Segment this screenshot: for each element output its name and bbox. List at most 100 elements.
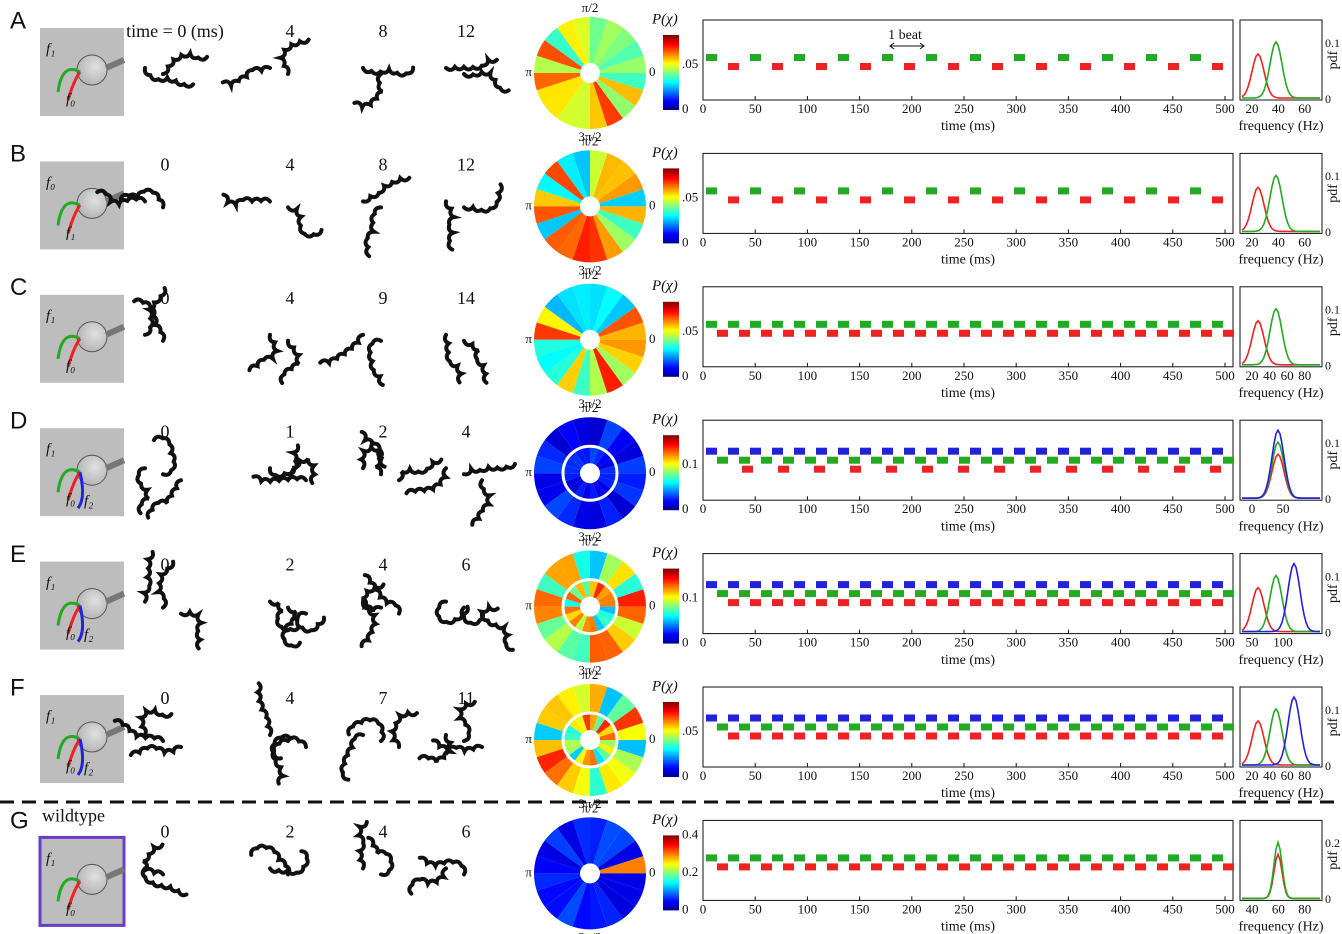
polar-wedge (536, 840, 582, 871)
polar-wedge (565, 476, 582, 489)
polar-wedge (598, 876, 644, 907)
raster-dash (1201, 723, 1212, 731)
colorbar-tick-label: 0 (682, 501, 689, 516)
polar-wedge (572, 82, 590, 129)
flagellum-snapshot (135, 466, 153, 516)
polar-wedge (598, 173, 644, 204)
raster-dash (1124, 714, 1135, 722)
colorbar-tick-label: 0.1 (682, 590, 698, 605)
polar-label: 3π/2 (578, 529, 601, 544)
pdf-xtick-label: 60 (1272, 901, 1285, 916)
raster-frame (702, 286, 1234, 368)
raster-xlabel: time (ms) (941, 786, 995, 801)
raster-dash (794, 854, 805, 862)
polar-wedge (598, 40, 644, 70)
cell-label: f₁ (46, 308, 55, 324)
polar-label: 3π/2 (578, 129, 601, 144)
time-label: 12 (457, 21, 475, 41)
flagellum-snapshot (452, 699, 477, 743)
flagellum-snapshot (346, 717, 386, 743)
polar-wedge (590, 633, 608, 663)
raster-dash (970, 732, 981, 740)
raster-dash (717, 456, 728, 464)
cell-label: f₀ (66, 492, 75, 508)
polar-wedge (574, 614, 587, 632)
raster-dash (1124, 854, 1135, 862)
raster-dash (1190, 581, 1201, 589)
colorbar-label: P(χ) (651, 11, 678, 27)
flagellum-snapshot (361, 174, 412, 204)
flagellum (56, 468, 81, 493)
raster-tick-label: 150 (850, 368, 870, 383)
time-label: 14 (457, 288, 475, 308)
pdf-curve (1242, 440, 1320, 499)
cell-body (76, 863, 108, 895)
raster-dash (1047, 590, 1058, 598)
polar-wedge (606, 756, 636, 786)
cell-label: f₁ (46, 851, 55, 867)
raster-tick-label: 150 (850, 234, 870, 249)
raster-dash (1025, 590, 1036, 598)
raster-tick-label: 500 (1215, 901, 1235, 916)
raster-tick-label: 0 (700, 368, 707, 383)
polar-wedge (599, 339, 646, 358)
polar-wedge (536, 40, 582, 70)
polar-wedge (593, 347, 623, 394)
colorbar-label: P(χ) (651, 545, 678, 561)
raster-dash (1157, 863, 1168, 871)
polar-wedge (590, 17, 608, 64)
raster-dash (739, 723, 750, 731)
raster-xlabel: time (ms) (941, 119, 995, 134)
polar-wedge (534, 55, 581, 73)
raster-tick-label: 350 (1059, 501, 1079, 516)
pdf-curve (1242, 173, 1320, 233)
polar-wedge (568, 718, 585, 735)
time-label: 4 (379, 822, 388, 842)
raster-xlabel: time (ms) (941, 653, 995, 668)
polar-wedge (606, 623, 636, 652)
raster-dash (717, 329, 728, 337)
flagellum-snapshot (404, 466, 451, 496)
polar-wedge (612, 573, 644, 598)
flagellum-snapshot (286, 455, 319, 485)
time-label: 2 (286, 822, 295, 842)
raster-tick-label: 150 (850, 101, 870, 116)
raster-dash (827, 456, 838, 464)
raster-dash (728, 63, 739, 70)
raster-xlabel: time (ms) (941, 386, 995, 401)
raster-dash (937, 863, 948, 871)
raster-dash (948, 581, 959, 589)
raster-dash (1212, 63, 1223, 70)
raster-dash (750, 320, 761, 328)
raster-tick-label: 50 (749, 768, 762, 783)
raster-dash (959, 863, 970, 871)
raster-tick-label: 200 (902, 234, 922, 249)
flagellum-snapshot (140, 866, 189, 898)
polar-wedge (590, 499, 608, 530)
polar-wedge (599, 740, 616, 749)
pdf-ytick-label: 0.1 (1325, 703, 1340, 717)
raster-tick-label: 450 (1163, 101, 1183, 116)
raster-dash (882, 581, 893, 589)
raster-xlabel: time (ms) (941, 920, 995, 934)
polar-wedge (590, 616, 599, 633)
pdf-ylabel: pdf (1326, 851, 1341, 870)
flagellum-snapshot (352, 819, 369, 871)
polar-wedge (534, 606, 564, 624)
raster-dash (893, 723, 904, 731)
raster-dash (1069, 456, 1080, 464)
raster-dash (772, 196, 783, 204)
pdf-xtick-label: 20 (1246, 768, 1259, 783)
pdf-curve (1242, 452, 1320, 499)
polar-wedge (536, 876, 582, 907)
polar-wedge (534, 722, 564, 740)
polar-wedge (565, 743, 582, 756)
pipette (104, 866, 126, 881)
time-label: 0 (161, 688, 170, 708)
raster-dash (926, 581, 937, 589)
flagellum-snapshot (459, 600, 500, 627)
flagellum-snapshot (318, 332, 365, 368)
raster-dash (1212, 320, 1223, 328)
polar-wedge (536, 707, 568, 732)
raster-dash (1212, 732, 1223, 740)
